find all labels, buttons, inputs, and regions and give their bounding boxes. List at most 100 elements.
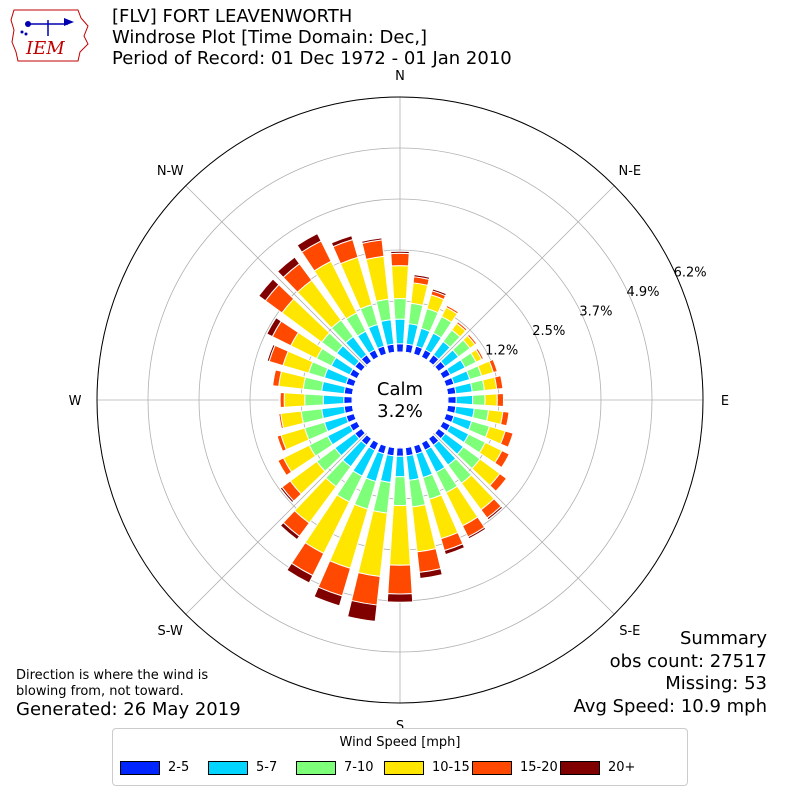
radial-tick-label: 3.7% bbox=[579, 305, 612, 320]
wedge-15-20 bbox=[475, 347, 485, 361]
legend-label: 7-10 bbox=[344, 760, 374, 775]
wedge-20+ bbox=[347, 599, 378, 622]
wedge-15-20 bbox=[496, 392, 505, 408]
legend-item: 2-5 bbox=[120, 760, 208, 775]
wedge-20+ bbox=[486, 505, 504, 521]
calm-label: Calm bbox=[377, 379, 423, 400]
avg-speed: Avg Speed: 10.9 mph bbox=[573, 695, 767, 717]
legend-title: Wind Speed [mph] bbox=[339, 735, 461, 750]
wedge-20+ bbox=[275, 435, 284, 453]
legend-swatch bbox=[384, 760, 424, 775]
wedge-10-15 bbox=[391, 265, 409, 300]
wedge-2-5 bbox=[395, 343, 405, 353]
wedge-7-10 bbox=[472, 394, 486, 406]
wedge-20+ bbox=[390, 250, 410, 255]
wedge-10-15 bbox=[411, 504, 437, 553]
outer-ring bbox=[96, 96, 704, 704]
legend-swatch bbox=[296, 760, 336, 775]
title-line-1: [FLV] FORT LEAVENWORTH bbox=[112, 6, 353, 27]
wedge-20+ bbox=[443, 543, 466, 556]
wedge-10-15 bbox=[280, 410, 304, 429]
wedge-15-20 bbox=[500, 410, 510, 427]
grid-spoke bbox=[185, 399, 401, 615]
grid-spoke bbox=[399, 399, 615, 615]
wedge-2-5 bbox=[395, 447, 405, 457]
wedge-10-15 bbox=[389, 504, 411, 566]
wedge-15-20 bbox=[455, 320, 468, 332]
radial-tick-label: 6.2% bbox=[674, 266, 707, 281]
legend-label: 5-7 bbox=[256, 760, 278, 775]
wedge-20+ bbox=[258, 278, 280, 302]
wedge-20+ bbox=[286, 562, 314, 584]
wedge-20+ bbox=[361, 237, 383, 245]
legend-item: 20+ bbox=[560, 760, 648, 775]
iem-logo: IEM bbox=[8, 6, 94, 64]
wedge-10-15 bbox=[410, 282, 429, 306]
wedge-7-10 bbox=[304, 393, 324, 407]
radial-tick-label: 2.5% bbox=[532, 324, 565, 339]
wedge-7-10 bbox=[408, 302, 424, 326]
wedge-20+ bbox=[330, 234, 354, 248]
title-line-2: Windrose Plot [Time Domain: Dec,] bbox=[112, 27, 428, 48]
wedge-10-15 bbox=[278, 370, 306, 390]
wedge-7-10 bbox=[408, 478, 426, 508]
title-line-3: Period of Record: 01 Dec 1972 - 01 Jan 2… bbox=[112, 48, 512, 69]
legend-swatch bbox=[120, 760, 160, 775]
wedge-5-7 bbox=[394, 318, 406, 345]
wedge-20+ bbox=[431, 288, 448, 297]
footnote-line-2: blowing from, not toward. bbox=[16, 684, 184, 699]
grid-ring bbox=[147, 147, 653, 653]
grid-spoke bbox=[185, 185, 401, 401]
legend-label: 2-5 bbox=[168, 760, 190, 775]
direction-label: S-E bbox=[619, 624, 640, 639]
legend-label: 20+ bbox=[608, 760, 636, 775]
wedge-20+ bbox=[276, 256, 301, 279]
direction-label: N bbox=[395, 69, 405, 84]
legend-item: 5-7 bbox=[208, 760, 296, 775]
wedge-5-7 bbox=[405, 323, 419, 346]
wedge-2-5 bbox=[447, 395, 457, 405]
wedge-15-20 bbox=[416, 547, 442, 573]
wedge-7-10 bbox=[472, 407, 490, 422]
direction-label: W bbox=[69, 394, 82, 409]
direction-label: S bbox=[396, 719, 404, 734]
wedge-15-20 bbox=[494, 449, 510, 469]
wedge-20+ bbox=[313, 586, 343, 607]
wedge-7-10 bbox=[302, 376, 324, 392]
grid-spoke bbox=[399, 185, 615, 401]
wedge-7-10 bbox=[470, 379, 486, 393]
wedge-15-20 bbox=[489, 472, 508, 492]
legend-swatch bbox=[472, 760, 512, 775]
wedge-20+ bbox=[386, 593, 414, 603]
wedge-15-20 bbox=[279, 391, 285, 409]
wedge-5-7 bbox=[454, 405, 475, 419]
footnote-line-1: Direction is where the wind is bbox=[16, 668, 209, 683]
wedge-15-20 bbox=[466, 333, 478, 346]
missing-count: Missing: 53 bbox=[665, 673, 767, 694]
wedge-5-7 bbox=[455, 394, 474, 406]
wedge-5-7 bbox=[394, 455, 406, 478]
legend-item: 7-10 bbox=[296, 760, 384, 775]
summary-panel: Summary obs count: 27517 Missing: 53 Avg… bbox=[574, 628, 767, 718]
direction-label: S-W bbox=[158, 624, 183, 639]
legend-swatch bbox=[560, 760, 600, 775]
direction-label: N-E bbox=[618, 164, 641, 179]
wedge-20+ bbox=[266, 343, 276, 363]
wedge-7-10 bbox=[372, 480, 392, 514]
wedge-10-15 bbox=[486, 409, 504, 425]
wedge-20+ bbox=[277, 413, 282, 430]
wedge-15-20 bbox=[350, 571, 381, 606]
wedge-2-5 bbox=[343, 395, 353, 405]
wedge-10-15 bbox=[484, 393, 498, 407]
legend: Wind Speed [mph] 2-5 5-7 7-10 10-15 15-20 20+ bbox=[112, 728, 688, 786]
wedge-20+ bbox=[271, 369, 276, 387]
legend-label: 10-15 bbox=[432, 760, 470, 775]
radial-tick-label: 1.2% bbox=[485, 344, 518, 359]
legend-swatch bbox=[208, 760, 248, 775]
wedge-7-10 bbox=[375, 298, 392, 322]
radial-tick-label: 4.9% bbox=[627, 285, 660, 300]
wedge-5-7 bbox=[454, 382, 473, 395]
wedge-20+ bbox=[266, 316, 282, 338]
wedge-7-10 bbox=[300, 408, 324, 424]
